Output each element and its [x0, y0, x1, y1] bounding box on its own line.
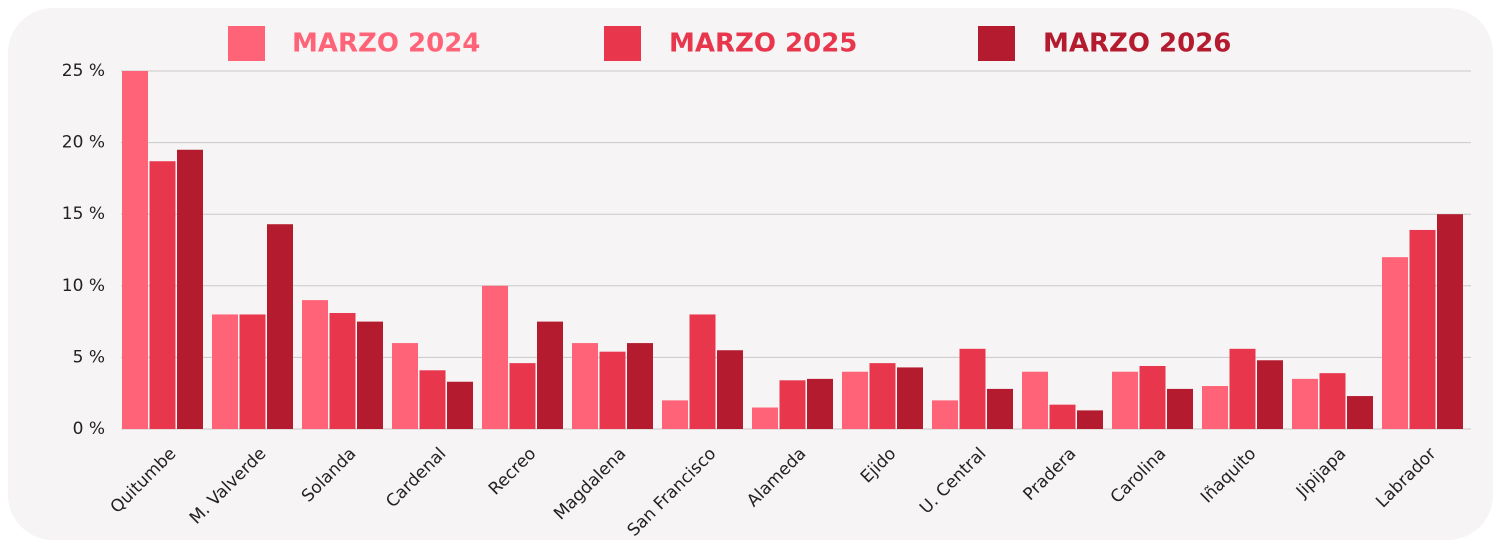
bar — [897, 367, 923, 429]
bar — [987, 388, 1013, 429]
bar — [1347, 396, 1373, 429]
bar — [572, 343, 598, 429]
y-tick-label: 0 % — [73, 419, 105, 439]
bar — [1049, 404, 1076, 429]
bar — [447, 381, 473, 429]
bar — [627, 343, 653, 429]
y-tick-label: 5 % — [73, 347, 105, 367]
bar — [932, 400, 958, 429]
bar — [959, 348, 986, 429]
bar — [1167, 388, 1193, 429]
bar — [717, 350, 743, 429]
bar — [392, 343, 418, 429]
y-tick-label: 25 % — [62, 61, 105, 81]
bar — [302, 300, 328, 429]
bar — [177, 149, 203, 429]
bar — [1437, 214, 1463, 429]
bar — [779, 380, 806, 429]
bar — [329, 313, 356, 429]
y-tick-label: 10 % — [62, 276, 105, 296]
bar — [1319, 373, 1346, 429]
bar — [807, 378, 833, 429]
bar — [599, 351, 626, 429]
legend-swatch — [604, 26, 641, 61]
bar — [1382, 257, 1408, 429]
bar — [267, 224, 293, 429]
bar — [689, 314, 716, 429]
bar — [482, 285, 508, 429]
legend-label: MARZO 2025 — [669, 29, 857, 59]
bar — [419, 370, 446, 429]
bar — [357, 321, 383, 429]
bar — [149, 161, 176, 429]
legend-label: MARZO 2026 — [1043, 29, 1231, 59]
y-tick-label: 20 % — [62, 133, 105, 153]
bar — [842, 371, 868, 429]
bar — [752, 407, 778, 429]
panel — [8, 8, 1493, 540]
bar — [239, 314, 266, 429]
bar — [212, 314, 238, 429]
bar — [1292, 378, 1318, 429]
bar — [662, 400, 688, 429]
bar — [1112, 371, 1138, 429]
bar — [1229, 348, 1256, 429]
legend-label: MARZO 2024 — [292, 29, 480, 59]
bar — [509, 363, 536, 429]
legend-swatch — [228, 26, 265, 61]
bar — [1257, 360, 1283, 429]
bar — [1409, 229, 1436, 429]
bar — [869, 363, 896, 429]
bar — [1139, 365, 1166, 429]
legend-swatch — [978, 26, 1015, 61]
bar — [537, 321, 563, 429]
y-tick-label: 15 % — [62, 204, 105, 224]
bar — [122, 71, 148, 429]
bar — [1022, 371, 1048, 429]
bar — [1202, 386, 1228, 429]
bar — [1077, 410, 1103, 429]
